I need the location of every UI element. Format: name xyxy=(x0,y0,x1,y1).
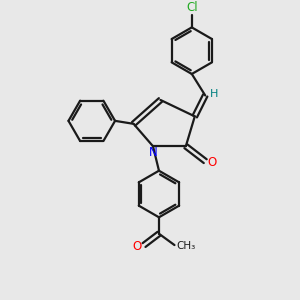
Text: O: O xyxy=(207,156,216,169)
Text: H: H xyxy=(209,89,218,99)
Text: Cl: Cl xyxy=(186,2,198,14)
Text: CH₃: CH₃ xyxy=(176,241,196,251)
Text: N: N xyxy=(148,146,158,159)
Text: O: O xyxy=(133,240,142,253)
